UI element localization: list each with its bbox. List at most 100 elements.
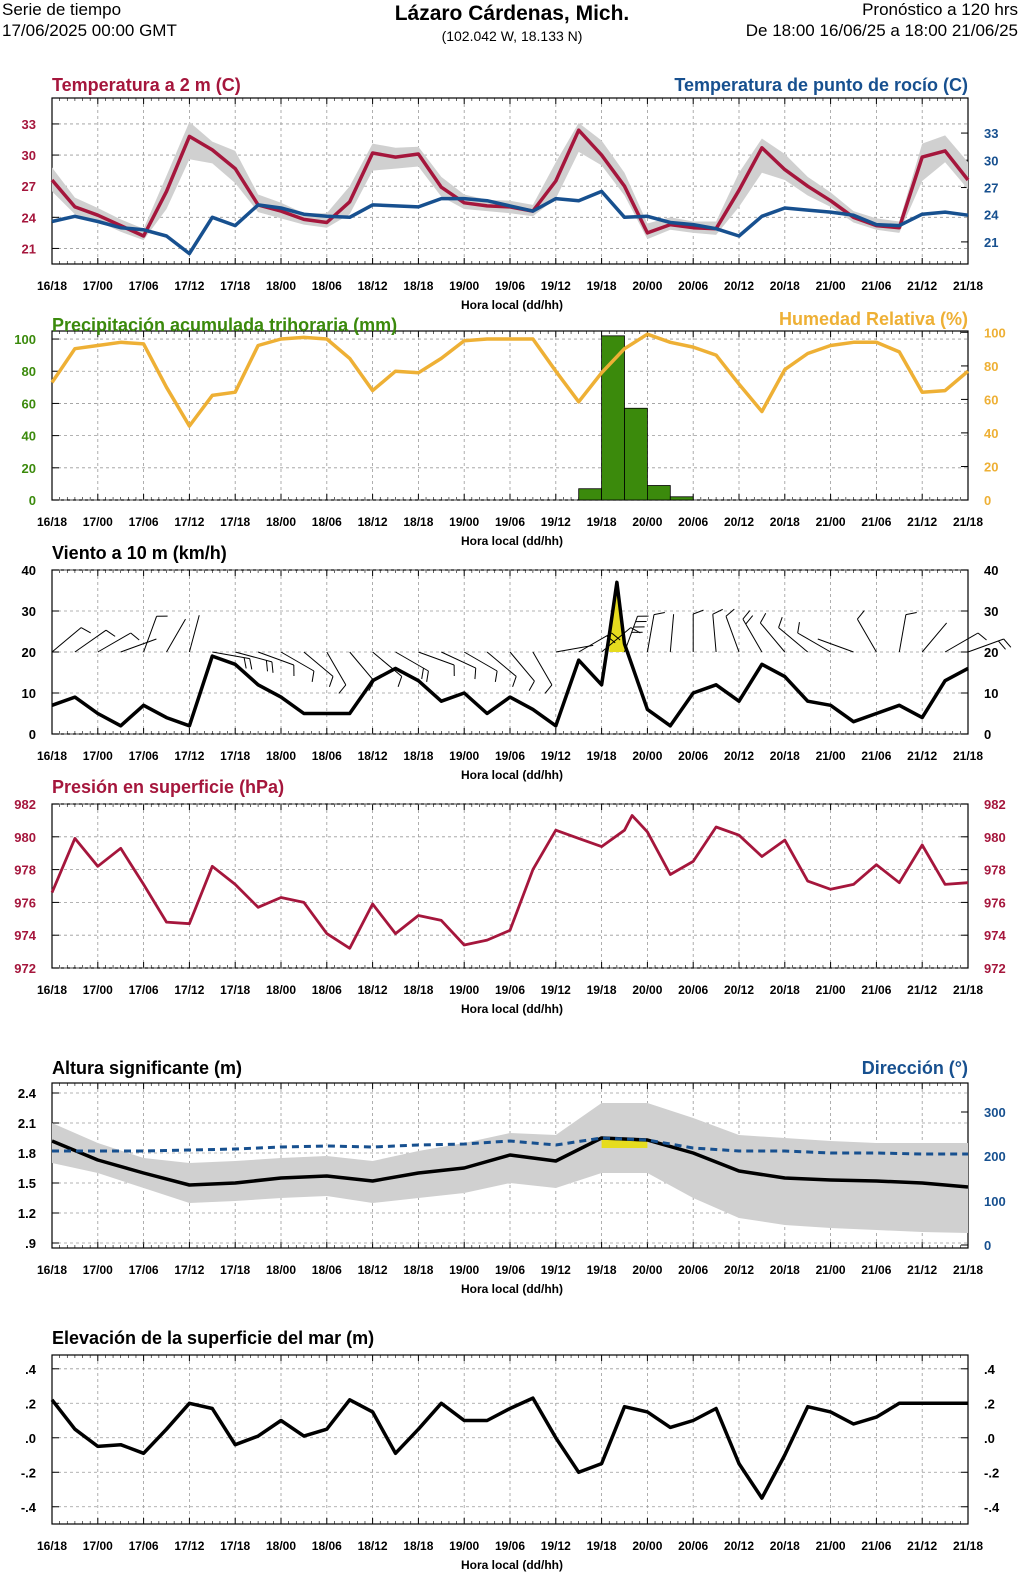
wind-barb-feather xyxy=(745,615,754,625)
x-tick-label: 18/06 xyxy=(312,749,342,763)
x-tick-label: 20/00 xyxy=(632,515,662,529)
x-tick-label: 19/06 xyxy=(495,1263,525,1277)
x-tick-label: 19/00 xyxy=(449,1263,479,1277)
x-tick-label: 21/06 xyxy=(861,983,891,997)
x-tick-label: 20/06 xyxy=(678,983,708,997)
panel-sea xyxy=(50,1354,969,1525)
y-tick-label-right: 200 xyxy=(984,1149,1006,1164)
wind-barb-feather xyxy=(474,668,477,680)
x-tick-label: 17/06 xyxy=(129,515,159,529)
panel-title-left: Elevación de la superficie del mar (m) xyxy=(52,1328,374,1348)
panel-pres xyxy=(50,803,969,969)
x-tick-label: 17/06 xyxy=(129,749,159,763)
y-tick-label-right: .0 xyxy=(984,1431,995,1446)
wind-barb xyxy=(74,629,107,653)
y-tick-label-right: 978 xyxy=(984,863,1006,878)
precip-bar xyxy=(669,496,694,501)
wind-barb xyxy=(326,651,347,686)
y-tick-label-left: 972 xyxy=(14,961,36,976)
x-tick-label: 17/12 xyxy=(174,1263,204,1277)
x-tick-label: 17/00 xyxy=(83,983,113,997)
x-tick-label: 20/18 xyxy=(770,279,800,293)
y-tick-label-right: 33 xyxy=(984,126,998,141)
wind-barb-feather xyxy=(759,613,767,624)
y-tick-label-right: 20 xyxy=(984,460,998,475)
y-tick-label-left: 33 xyxy=(22,117,36,132)
x-tick-label: 21/06 xyxy=(861,1539,891,1553)
x-tick-label: 19/00 xyxy=(449,749,479,763)
y-tick-label-left: 24 xyxy=(22,210,37,225)
x-tick-label: 20/06 xyxy=(678,515,708,529)
x-tick-label: 16/18 xyxy=(37,279,67,293)
wind-barb xyxy=(418,651,455,666)
y-tick-label-right: 300 xyxy=(984,1105,1006,1120)
x-tick-label: 20/12 xyxy=(724,983,754,997)
x-tick-label: 16/18 xyxy=(37,1539,67,1553)
wind-barb xyxy=(759,622,786,653)
x-tick-label: 21/00 xyxy=(816,1263,846,1277)
x-tick-label: 21/00 xyxy=(816,1539,846,1553)
wind-barb xyxy=(349,651,375,682)
series-line-wind-0 xyxy=(51,580,969,728)
wind-barb xyxy=(778,627,809,653)
wind-barb-feather xyxy=(611,632,621,641)
x-tick-label: 18/00 xyxy=(266,515,296,529)
x-tick-label: 17/12 xyxy=(174,515,204,529)
x-tick-label: 18/12 xyxy=(358,1539,388,1553)
wind-barb xyxy=(725,616,740,653)
x-tick-label: 18/12 xyxy=(358,749,388,763)
x-tick-label: 17/18 xyxy=(220,1263,250,1277)
panel-title-right: Dirección (°) xyxy=(862,1058,968,1078)
x-tick-label: 20/18 xyxy=(770,749,800,763)
y-tick-label-left: 0 xyxy=(29,727,36,742)
x-tick-label: 21/06 xyxy=(861,749,891,763)
x-tick-label: 19/06 xyxy=(495,515,525,529)
x-tick-label: 16/18 xyxy=(37,515,67,529)
x-tick-label: 18/00 xyxy=(266,279,296,293)
y-tick-label-left: 974 xyxy=(14,928,36,943)
wind-barb xyxy=(742,618,763,653)
wind-barb xyxy=(212,651,250,660)
x-tick-label: 17/06 xyxy=(129,983,159,997)
y-tick-label-right: 980 xyxy=(984,830,1006,845)
x-tick-label: 19/06 xyxy=(495,749,525,763)
x-tick-label: 20/18 xyxy=(770,1539,800,1553)
x-axis-label: Hora local (dd/hh) xyxy=(461,1558,563,1572)
x-tick-label: 21/00 xyxy=(816,515,846,529)
y-tick-label-right: 0 xyxy=(984,1238,991,1253)
y-tick-label-left: 1.8 xyxy=(18,1146,36,1161)
precip-bar xyxy=(624,407,648,501)
wind-barb xyxy=(509,651,535,682)
x-tick-label: 19/06 xyxy=(495,983,525,997)
x-tick-label: 18/06 xyxy=(312,1539,342,1553)
y-tick-label-left: -.2 xyxy=(21,1465,36,1480)
x-tick-label: 19/12 xyxy=(541,279,571,293)
wind-barb-feather xyxy=(544,684,553,694)
wind-barb-feather xyxy=(249,658,253,670)
x-tick-label: 19/00 xyxy=(449,983,479,997)
panel-title-left: Altura significante (m) xyxy=(52,1058,242,1078)
x-tick-label: 19/00 xyxy=(449,279,479,293)
y-tick-label-right: 20 xyxy=(984,645,998,660)
y-tick-label-left: 982 xyxy=(14,797,36,812)
x-tick-label: 20/06 xyxy=(678,279,708,293)
x-tick-label: 18/06 xyxy=(312,279,342,293)
wind-barb-feather xyxy=(977,632,987,641)
x-tick-label: 19/12 xyxy=(541,983,571,997)
y-tick-label-left: .4 xyxy=(25,1362,37,1377)
x-tick-label: 21/18 xyxy=(953,749,983,763)
x-tick-label: 17/06 xyxy=(129,1539,159,1553)
y-tick-label-right: 60 xyxy=(984,392,998,407)
y-tick-label-right: 972 xyxy=(984,961,1006,976)
wind-barb xyxy=(898,614,907,653)
wind-barb xyxy=(555,644,594,653)
x-tick-label: 20/12 xyxy=(724,1263,754,1277)
x-tick-label: 18/00 xyxy=(266,749,296,763)
x-tick-label: 17/18 xyxy=(220,515,250,529)
wind-barb-feather xyxy=(1003,638,1012,648)
x-tick-label: 18/00 xyxy=(266,1263,296,1277)
wind-barb-feather xyxy=(328,676,334,687)
y-tick-label-left: 978 xyxy=(14,863,36,878)
wind-barb-feather xyxy=(797,622,800,634)
wind-barb-feather xyxy=(997,640,1006,650)
